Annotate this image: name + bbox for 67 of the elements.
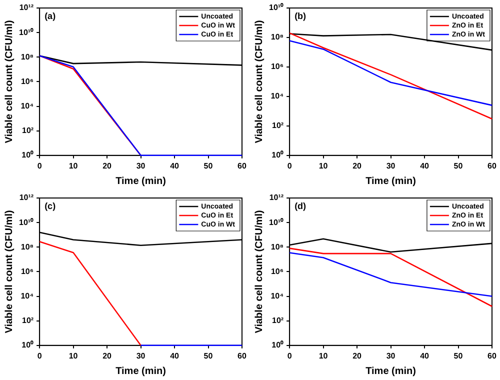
x-tick-label: 0 xyxy=(37,161,42,170)
y-tick-label: 10⁸ xyxy=(270,242,284,252)
y-tick-label: 10⁴ xyxy=(270,92,284,101)
x-tick-label: 10 xyxy=(318,351,328,360)
y-tick-label: 10⁰ xyxy=(272,340,284,350)
x-tick-label: 20 xyxy=(352,351,362,360)
x-tick-label: 40 xyxy=(170,351,180,360)
y-tick-label: 10⁸ xyxy=(270,32,284,42)
x-tick-label: 0 xyxy=(287,351,292,360)
y-tick-label: 10¹⁰ xyxy=(269,218,284,227)
y-axis-title: Viable cell count (CFU/ml) xyxy=(254,210,265,334)
x-tick-label: 20 xyxy=(102,161,112,170)
x-tick-label: 40 xyxy=(420,161,430,170)
annotation: (c) xyxy=(44,200,56,211)
x-tick-label: 20 xyxy=(102,351,112,360)
y-tick-label: 10⁴ xyxy=(20,101,34,110)
x-tick-label: 30 xyxy=(386,351,396,360)
x-tick-label: 10 xyxy=(68,351,78,360)
y-axis-title: Viable cell count (CFU/ml) xyxy=(254,20,265,144)
x-tick-label: 60 xyxy=(238,161,247,170)
x-tick-label: 40 xyxy=(420,351,430,360)
x-tick-label: 50 xyxy=(204,351,214,360)
x-tick-label: 60 xyxy=(488,161,497,170)
y-tick-label: 10⁰ xyxy=(22,340,34,350)
y-tick-label: 10⁶ xyxy=(270,266,284,276)
x-axis-title: Time (min) xyxy=(116,176,166,187)
y-tick-label: 10¹² xyxy=(19,193,34,202)
y-tick-label: 10⁰ xyxy=(272,150,284,160)
y-tick-label: 10⁸ xyxy=(20,242,34,252)
x-tick-label: 50 xyxy=(454,351,464,360)
y-tick-label: 10¹² xyxy=(19,3,34,12)
annotation: (d) xyxy=(294,200,306,211)
x-tick-label: 30 xyxy=(386,161,396,170)
y-tick-label: 10¹⁰ xyxy=(269,3,284,12)
x-tick-label: 10 xyxy=(318,161,328,170)
x-axis-title: Time (min) xyxy=(366,176,416,187)
x-tick-label: 30 xyxy=(136,351,146,360)
x-tick-label: 0 xyxy=(37,351,42,360)
y-tick-label: 10² xyxy=(272,316,284,326)
y-tick-label: 10⁴ xyxy=(20,291,34,300)
x-axis-title: Time (min) xyxy=(366,366,416,377)
x-tick-label: 10 xyxy=(68,161,78,170)
y-tick-label: 10¹⁰ xyxy=(19,28,34,37)
x-axis-title: Time (min) xyxy=(116,366,166,377)
x-tick-label: 30 xyxy=(136,161,146,170)
y-tick-label: 10¹² xyxy=(269,193,284,202)
x-tick-label: 60 xyxy=(238,351,247,360)
y-tick-label: 10⁶ xyxy=(20,266,34,276)
x-tick-label: 60 xyxy=(488,351,497,360)
y-tick-label: 10⁸ xyxy=(20,52,34,62)
x-tick-label: 50 xyxy=(454,161,464,170)
y-tick-label: 10¹⁰ xyxy=(19,218,34,227)
x-tick-label: 40 xyxy=(170,161,180,170)
y-tick-label: 10² xyxy=(272,121,284,130)
y-tick-label: 10⁶ xyxy=(270,62,284,72)
y-tick-label: 10⁴ xyxy=(270,291,284,300)
annotation: (a) xyxy=(44,10,56,21)
y-tick-label: 10⁰ xyxy=(22,150,34,160)
x-tick-label: 20 xyxy=(352,161,362,170)
y-axis-title: Viable cell count (CFU/ml) xyxy=(4,210,15,334)
y-tick-label: 10² xyxy=(22,126,34,136)
y-tick-label: 10⁶ xyxy=(20,76,34,86)
y-tick-label: 10² xyxy=(22,316,34,326)
annotation: (b) xyxy=(294,10,306,21)
y-axis-title: Viable cell count (CFU/ml) xyxy=(4,20,15,144)
x-tick-label: 50 xyxy=(204,161,214,170)
x-tick-label: 0 xyxy=(287,161,292,170)
